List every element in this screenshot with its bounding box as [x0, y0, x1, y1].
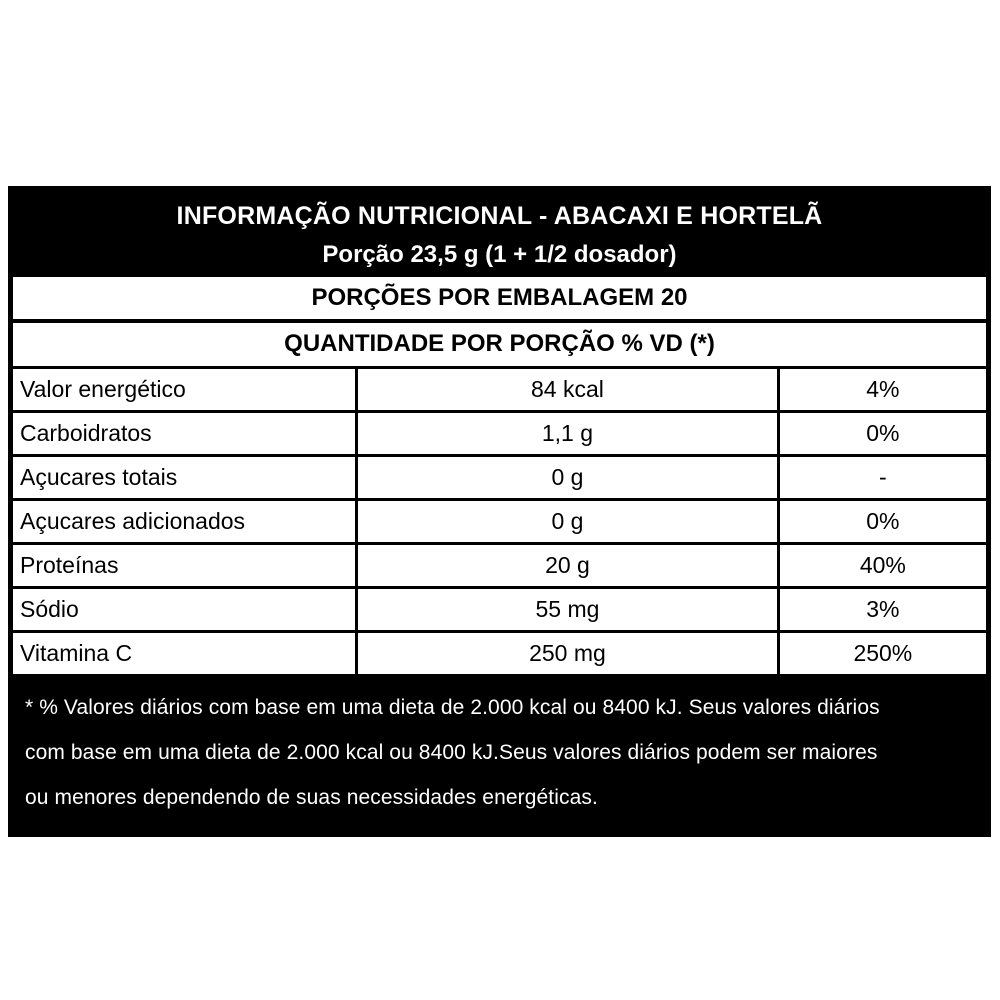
- footnote-block: * % Valores diários com base em uma diet…: [9, 674, 990, 836]
- footnote-line-2: com base em uma dieta de 2.000 kcal ou 8…: [25, 741, 878, 764]
- amount-per-portion-cell: 0 g: [355, 454, 780, 501]
- amount-per-portion-cell: 250 mg: [355, 630, 780, 677]
- nutrient-name-cell: Açucares totais: [8, 454, 359, 501]
- table-row: Proteínas 20 g 40%: [8, 542, 991, 589]
- nutrient-rows: Valor energético 84 kcal 4% Carboidratos 1,1…: [8, 366, 991, 677]
- daily-value-percent-cell: 0%: [776, 498, 991, 545]
- daily-value-percent-cell: -: [776, 454, 991, 501]
- footnote-cell: * % Valores diários com base em uma diet…: [9, 674, 990, 836]
- daily-value-percent-cell: 0%: [776, 410, 991, 457]
- servings-per-package-text: PORÇÕES POR EMBALAGEM 20: [9, 274, 990, 322]
- table-row: Açucares totais 0 g-: [8, 454, 991, 501]
- amount-per-portion-cell: 84 kcal: [355, 366, 780, 413]
- table-row: Sódio 55 mg 3%: [8, 586, 991, 633]
- daily-value-percent-cell: 250%: [776, 630, 991, 677]
- label-title-cell: INFORMAÇÃO NUTRICIONAL - ABACAXI E HORTE…: [9, 187, 990, 277]
- nutrition-label: INFORMAÇÃO NUTRICIONAL - ABACAXI E HORTE…: [8, 186, 991, 837]
- portion-size-text: Porção 23,5 g (1 + 1/2 dosador): [322, 241, 677, 268]
- nutrient-name-cell: Carboidratos: [8, 410, 359, 457]
- amount-per-portion-cell: 55 mg: [355, 586, 780, 633]
- footnote-line-3: ou menores dependendo de suas necessidad…: [25, 786, 598, 809]
- label-title-block: INFORMAÇÃO NUTRICIONAL - ABACAXI E HORTE…: [9, 187, 990, 277]
- daily-value-percent-cell: 3%: [776, 586, 991, 633]
- nutrient-name-cell: Sódio: [8, 586, 359, 633]
- nutrient-name-cell: Açucares adicionados: [8, 498, 359, 545]
- nutrient-name-cell: Proteínas: [8, 542, 359, 589]
- table-row: Carboidratos 1,1 g 0%: [8, 410, 991, 457]
- table-row: Valor energético 84 kcal 4%: [8, 366, 991, 413]
- amount-per-portion-cell: 20 g: [355, 542, 780, 589]
- amount-per-portion-cell: 0 g: [355, 498, 780, 545]
- quantity-header-text: QUANTIDADE POR PORÇÃO % VD (*): [9, 318, 990, 369]
- amount-per-portion-cell: 1,1 g: [355, 410, 780, 457]
- daily-value-percent-cell: 40%: [776, 542, 991, 589]
- table-row: Vitamina C 250 mg 250%: [8, 630, 991, 677]
- daily-value-percent-cell: 4%: [776, 366, 991, 413]
- table-row: Açucares adicionados 0 g 0%: [8, 498, 991, 545]
- label-title: INFORMAÇÃO NUTRICIONAL - ABACAXI E HORTE…: [176, 202, 823, 230]
- nutrition-table: INFORMAÇÃO NUTRICIONAL - ABACAXI E HORTE…: [8, 186, 991, 837]
- nutrient-name-cell: Vitamina C: [8, 630, 359, 677]
- quantity-header-row: QUANTIDADE POR PORÇÃO % VD (*): [9, 318, 990, 369]
- servings-per-package-row: PORÇÕES POR EMBALAGEM 20: [9, 274, 990, 322]
- footnote-line-1: * % Valores diários com base em uma diet…: [25, 696, 880, 719]
- nutrient-name-cell: Valor energético: [8, 366, 359, 413]
